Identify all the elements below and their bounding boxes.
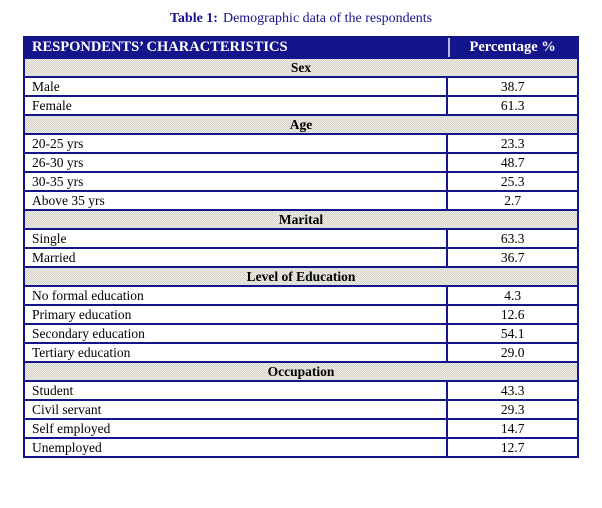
percentage-cell: 12.7 <box>446 437 579 458</box>
table-row: Above 35 yrs 2.7 <box>22 190 579 211</box>
table-row: Married 36.7 <box>22 247 579 268</box>
characteristic-cell: Above 35 yrs <box>22 190 449 211</box>
percentage-cell: 4.3 <box>446 285 579 306</box>
characteristic-cell: Married <box>22 247 449 268</box>
table-caption-text: Demographic data of the respondents <box>222 11 433 26</box>
percentage-cell: 14.7 <box>446 418 579 439</box>
characteristic-cell: Self employed <box>22 418 449 439</box>
section-row-age: Age <box>23 114 579 135</box>
percentage-cell: 25.3 <box>446 171 579 192</box>
table-row: Primary education 12.6 <box>22 304 579 325</box>
table-header-row: RESPONDENTS’ CHARACTERISTICS Percentage … <box>22 36 579 59</box>
section-label: Age <box>23 114 579 135</box>
table-caption: Table 1: Demographic data of the responde… <box>0 11 602 27</box>
section-label: Level of Education <box>23 266 579 287</box>
header-percentage: Percentage % <box>446 36 579 59</box>
table-row: Self employed 14.7 <box>22 418 579 439</box>
header-characteristics: RESPONDENTS’ CHARACTERISTICS <box>22 36 449 59</box>
characteristic-cell: 30-35 yrs <box>22 171 449 192</box>
section-row-occupation: Occupation <box>23 361 579 382</box>
characteristic-cell: Secondary education <box>22 323 449 344</box>
section-label: Marital <box>23 209 579 230</box>
table-row: Female 61.3 <box>22 95 579 116</box>
demographics-table: RESPONDENTS’ CHARACTERISTICS Percentage … <box>22 36 579 458</box>
percentage-cell: 12.6 <box>446 304 579 325</box>
table-row: Student 43.3 <box>22 380 579 401</box>
characteristic-cell: 20-25 yrs <box>22 133 449 154</box>
percentage-cell: 48.7 <box>446 152 579 173</box>
percentage-cell: 54.1 <box>446 323 579 344</box>
table-row: 30-35 yrs 25.3 <box>22 171 579 192</box>
section-label: Occupation <box>23 361 579 382</box>
table-row: Single 63.3 <box>22 228 579 249</box>
section-row-marital: Marital <box>23 209 579 230</box>
percentage-cell: 38.7 <box>446 76 579 97</box>
characteristic-cell: Student <box>22 380 449 401</box>
section-row-education: Level of Education <box>23 266 579 287</box>
table-row: Unemployed 12.7 <box>22 437 579 458</box>
table-row: Civil servant 29.3 <box>22 399 579 420</box>
characteristic-cell: Single <box>22 228 449 249</box>
characteristic-cell: Female <box>22 95 449 116</box>
characteristic-cell: No formal education <box>22 285 449 306</box>
percentage-cell: 43.3 <box>446 380 579 401</box>
percentage-cell: 63.3 <box>446 228 579 249</box>
table-row: No formal education 4.3 <box>22 285 579 306</box>
characteristic-cell: Unemployed <box>22 437 449 458</box>
section-row-sex: Sex <box>23 57 579 78</box>
characteristic-cell: Tertiary education <box>22 342 449 363</box>
table-row: 20-25 yrs 23.3 <box>22 133 579 154</box>
characteristic-cell: Civil servant <box>22 399 449 420</box>
table-caption-label: Table 1: <box>169 11 218 26</box>
table-row: Secondary education 54.1 <box>22 323 579 344</box>
table-row: Male 38.7 <box>22 76 579 97</box>
percentage-cell: 2.7 <box>446 190 579 211</box>
section-label: Sex <box>23 57 579 78</box>
table-row: Tertiary education 29.0 <box>22 342 579 363</box>
percentage-cell: 36.7 <box>446 247 579 268</box>
percentage-cell: 23.3 <box>446 133 579 154</box>
characteristic-cell: 26-30 yrs <box>22 152 449 173</box>
percentage-cell: 29.0 <box>446 342 579 363</box>
characteristic-cell: Male <box>22 76 449 97</box>
table-row: 26-30 yrs 48.7 <box>22 152 579 173</box>
percentage-cell: 61.3 <box>446 95 579 116</box>
characteristic-cell: Primary education <box>22 304 449 325</box>
percentage-cell: 29.3 <box>446 399 579 420</box>
